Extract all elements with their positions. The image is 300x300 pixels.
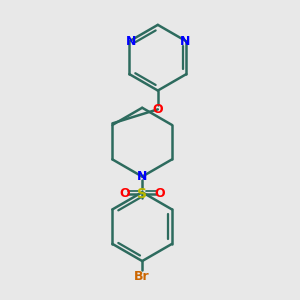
Text: O: O [152,103,163,116]
Text: N: N [126,35,136,48]
Text: Br: Br [134,270,150,283]
Text: N: N [137,170,147,183]
Text: N: N [179,35,190,48]
Text: S: S [137,187,147,201]
Text: O: O [120,187,130,200]
Text: O: O [154,187,165,200]
